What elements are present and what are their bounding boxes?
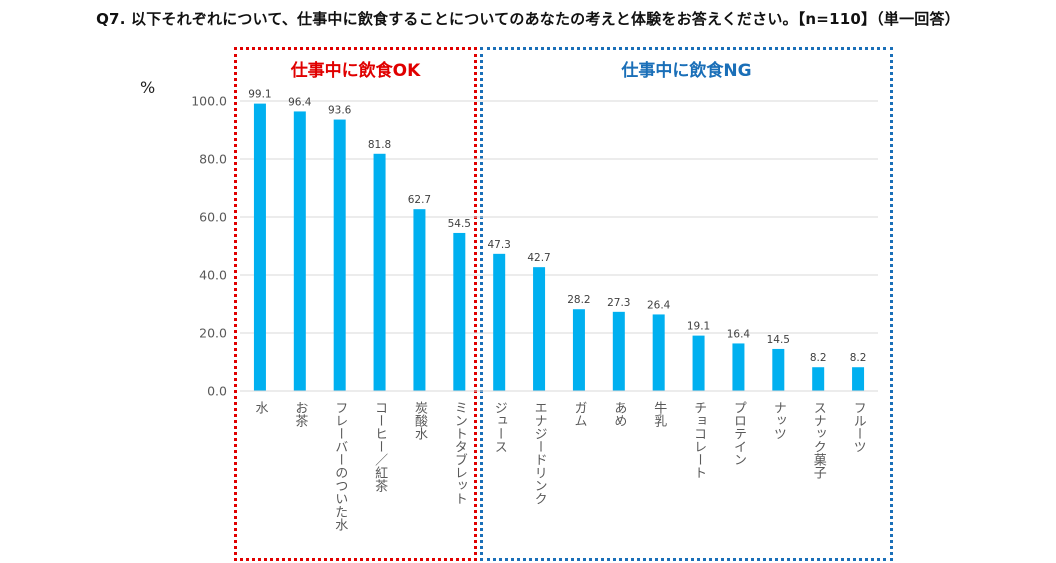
data-label-11: 26.4 (647, 299, 671, 311)
x-tick-label: お茶 (292, 401, 308, 427)
bar-3 (333, 119, 346, 391)
data-label-13: 16.4 (727, 328, 751, 340)
bar-4 (373, 153, 386, 391)
bar-8 (533, 267, 546, 391)
group-box-ok: 仕事中に飲食OK (234, 47, 477, 561)
x-tick-label: ミントタブレット (451, 401, 467, 505)
data-label-16: 8.2 (850, 352, 867, 364)
data-label-4: 81.8 (368, 139, 391, 151)
y-tick-label: 40.0 (199, 268, 227, 283)
x-tick-label: スナック菓子 (810, 401, 826, 479)
group-title-ng: 仕事中に飲食NG (621, 61, 752, 81)
bar-2 (293, 111, 306, 391)
data-label-8: 42.7 (527, 252, 550, 264)
group-box-ng: 仕事中に飲食NG (480, 47, 893, 561)
data-labels: 99.1 96.4 93.6 81.8 62.7 54.5 47.3 42.7 28.2 27.3… (248, 89, 866, 365)
data-label-7: 47.3 (487, 239, 510, 251)
x-tick-label: 水 (252, 401, 268, 414)
y-tick-label: 80.0 (199, 152, 227, 167)
bar-9 (572, 309, 585, 391)
y-tick-label: 0.0 (207, 384, 227, 399)
x-tick-label: ガム (571, 401, 587, 427)
bar-6 (453, 232, 466, 391)
data-label-15: 8.2 (810, 352, 827, 364)
bar-10 (612, 311, 625, 391)
bar-12 (692, 335, 705, 391)
y-axis-ticks: 0.0 20.0 40.0 60.0 80.0 100.0 (191, 94, 227, 399)
y-tick-label: 20.0 (199, 326, 227, 341)
bar-14 (772, 348, 785, 391)
y-tick-label: 100.0 (191, 94, 227, 109)
group-title-ok: 仕事中に飲食OK (290, 61, 421, 81)
data-label-9: 28.2 (567, 294, 590, 306)
data-label-12: 19.1 (687, 321, 710, 333)
data-label-5: 62.7 (408, 194, 431, 206)
y-tick-label: 60.0 (199, 210, 227, 225)
x-tick-label: 牛乳 (651, 401, 667, 427)
data-label-1: 99.1 (248, 89, 271, 101)
data-label-14: 14.5 (767, 334, 790, 346)
data-label-6: 54.5 (448, 218, 471, 230)
x-tick-label: あめ (611, 401, 627, 427)
y-axis-unit-label: % (140, 78, 156, 97)
chart-title: Q7. 以下それぞれについて、仕事中に飲食することについてのあなたの考えと体験を… (96, 10, 960, 28)
x-tick-label: エナジードリンク (531, 401, 547, 505)
data-label-10: 27.3 (607, 297, 630, 309)
data-label-3: 93.6 (328, 105, 352, 117)
bar-11 (652, 314, 665, 391)
x-tick-label: 炭酸水 (411, 401, 427, 440)
bar-13 (732, 343, 745, 391)
bar-7 (493, 253, 506, 391)
x-tick-label: ジュース (491, 401, 507, 453)
bars (253, 103, 865, 392)
x-tick-label: フレーバーのついた水 (332, 401, 348, 531)
bar-1 (253, 103, 266, 392)
data-label-2: 96.4 (288, 96, 312, 108)
bar-5 (413, 209, 426, 391)
gridlines (240, 100, 878, 334)
x-tick-label: チョコレート (691, 401, 707, 479)
x-tick-label: プロテイン (730, 401, 746, 466)
bar-15 (812, 367, 825, 391)
bar-16 (852, 367, 865, 391)
x-tick-label: ナッツ (770, 401, 786, 440)
x-tick-label: フルーツ (850, 401, 866, 453)
x-tick-label: コーヒー／紅茶 (372, 401, 388, 492)
